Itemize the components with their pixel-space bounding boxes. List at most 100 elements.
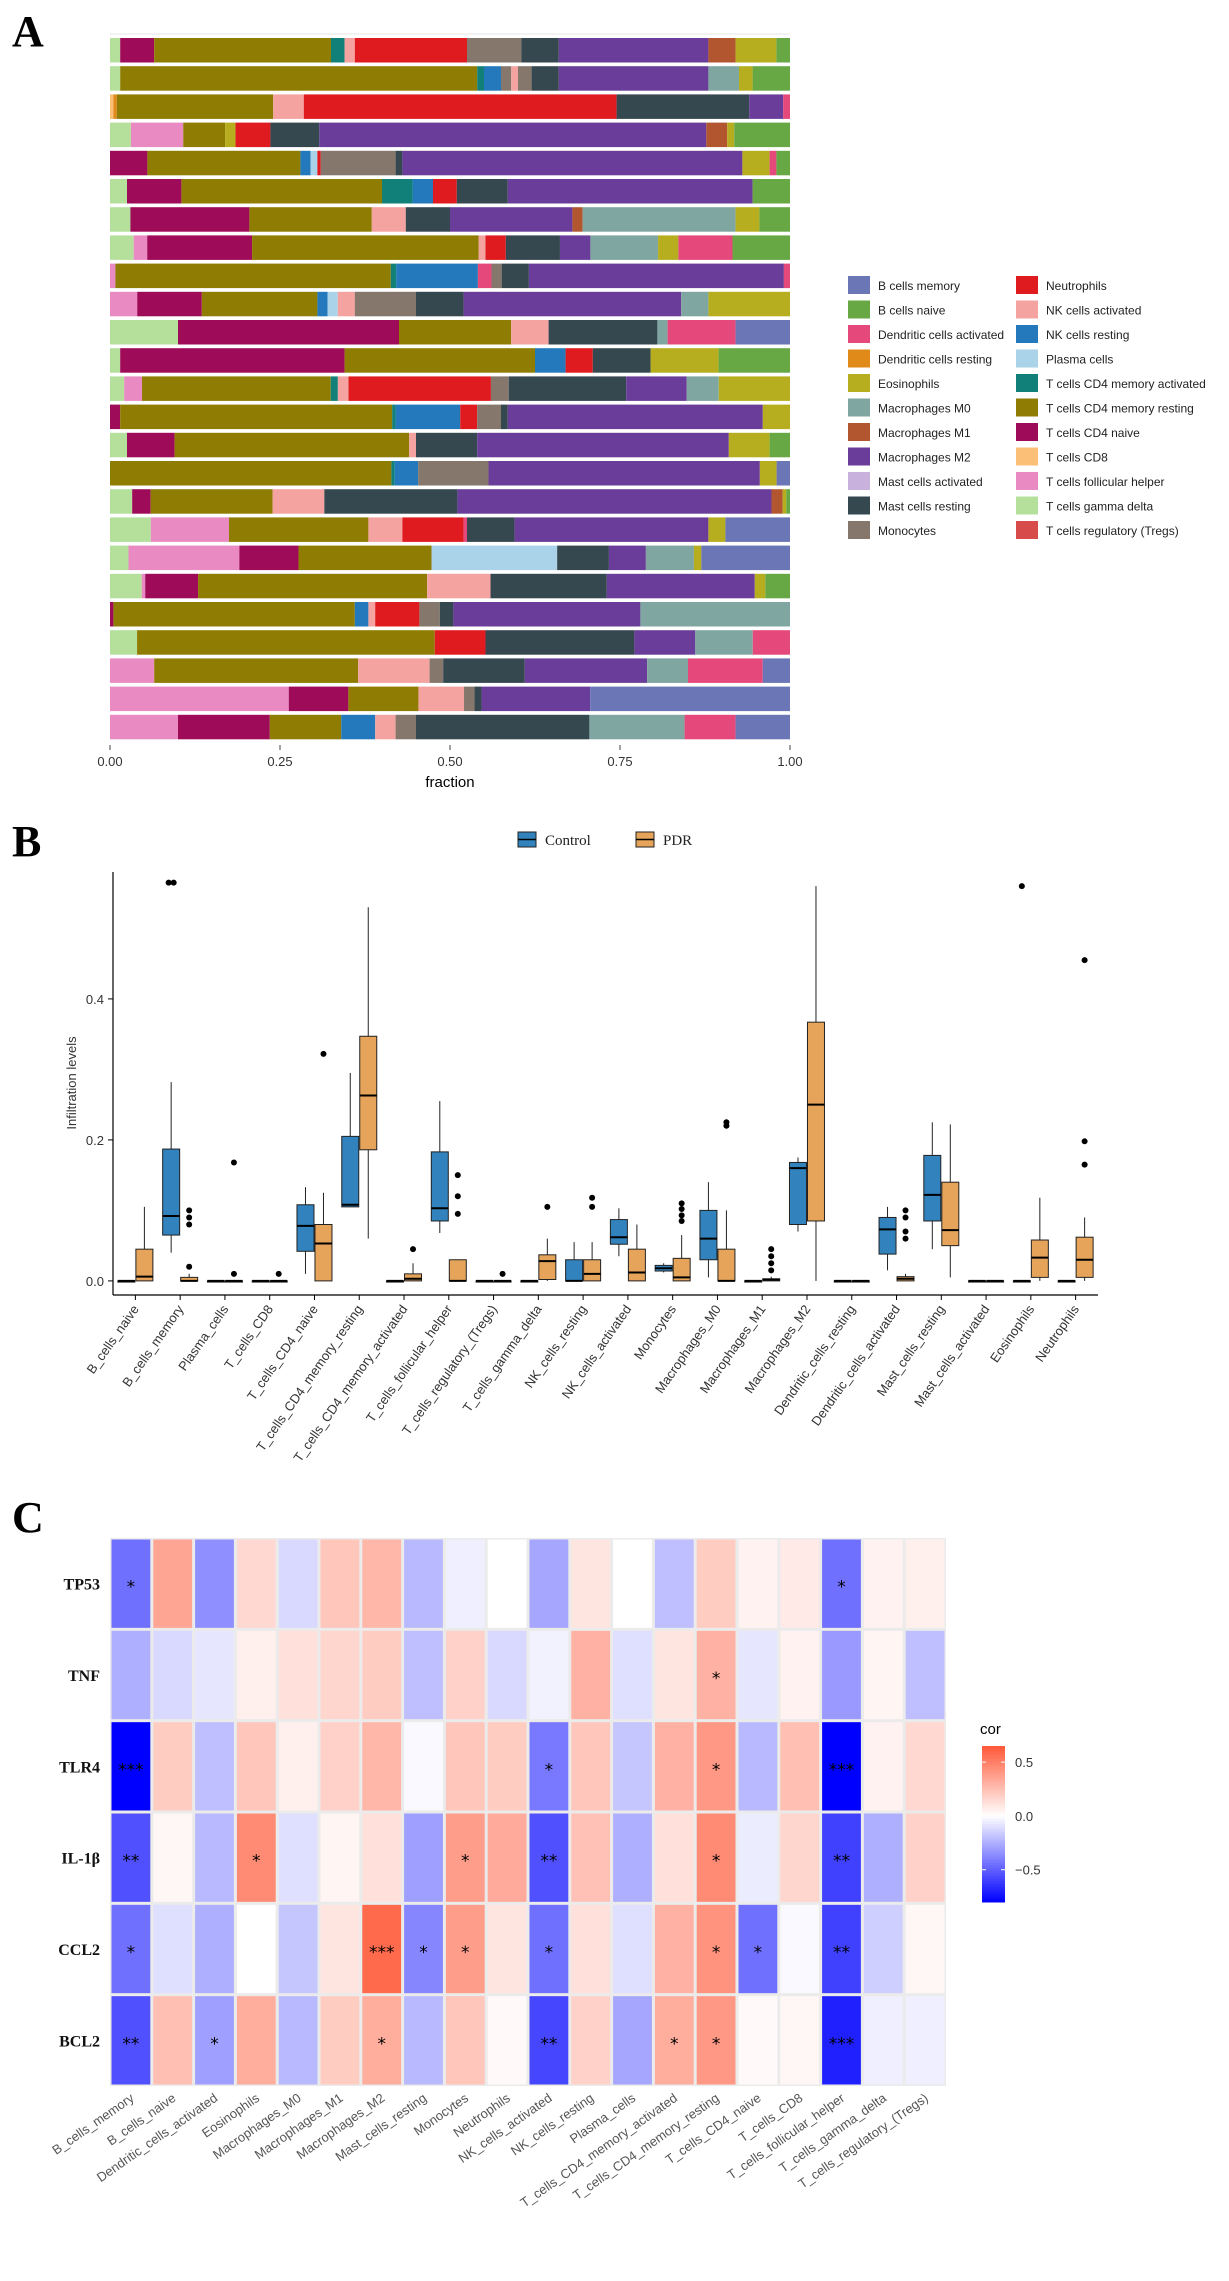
bar-segment <box>154 38 331 63</box>
box-pdr <box>1030 1197 1049 1281</box>
legend-label: Monocytes <box>878 524 936 538</box>
heatmap-cell <box>195 1904 234 1994</box>
bar-segment <box>776 461 790 486</box>
heatmap-cell <box>445 1722 485 1811</box>
bar-segment <box>110 150 148 176</box>
box-control <box>162 879 181 1253</box>
outlier-point <box>768 1246 775 1253</box>
bar-segment <box>450 207 573 232</box>
bar-segment <box>368 517 403 542</box>
legend-swatch <box>848 276 870 294</box>
bar-segment <box>688 658 763 683</box>
bar-segment <box>337 291 355 317</box>
bar-segment <box>110 179 127 204</box>
bar-segment <box>348 686 419 712</box>
heatmap-cell <box>863 1813 903 1902</box>
bar-segment <box>113 602 355 627</box>
outlier-point <box>230 1270 237 1277</box>
colorbar-step <box>982 1883 1005 1887</box>
box-body <box>1075 1236 1094 1278</box>
legend-label: Dendritic cells resting <box>878 353 992 367</box>
bar-segment <box>508 376 627 401</box>
bar-segment <box>464 686 475 712</box>
bar-segment <box>456 179 508 204</box>
heatmap-cell <box>278 1722 318 1811</box>
colorbar-step <box>982 1824 1005 1828</box>
bar-segment <box>399 320 512 345</box>
bar-segment <box>110 714 178 740</box>
colorbar-step <box>982 1787 1005 1791</box>
legend-label: T cells CD4 memory resting <box>1046 402 1194 416</box>
colorbar-step <box>982 1803 1005 1807</box>
box-body <box>609 1219 628 1245</box>
significance-marker: ** <box>540 2034 557 2054</box>
heatmap-cell <box>905 1904 945 1994</box>
heatmap-cell <box>613 1996 652 2085</box>
bar-segment <box>120 38 155 63</box>
bar-segment <box>150 517 229 542</box>
heatmap-cell <box>529 1722 569 1811</box>
box-body <box>314 1224 333 1282</box>
bar-segment <box>270 122 320 148</box>
heatmap-cell <box>738 1813 778 1902</box>
heatmap-cell <box>738 1996 778 2085</box>
legend-label: Mast cells activated <box>878 475 983 489</box>
x-tick-label: 0.50 <box>437 754 462 769</box>
colorbar-step <box>982 1860 1005 1864</box>
box-pdr <box>359 907 378 1239</box>
box-body <box>717 1248 736 1282</box>
bar-segment <box>490 573 607 599</box>
group-legend: Control PDR <box>517 831 692 849</box>
box-control <box>475 1279 494 1283</box>
bar-segment <box>110 66 121 91</box>
bar-segment <box>434 630 486 655</box>
heatmap-cell <box>822 1630 861 1720</box>
legend-label: Mast cells resting <box>878 500 971 514</box>
heatmap-cell <box>613 1539 652 1628</box>
y-tick-label: 0.2 <box>86 1133 104 1148</box>
box-body <box>538 1254 557 1280</box>
colorbar-tick-label: 0.5 <box>1015 1755 1033 1770</box>
heatmap-cell <box>780 1722 820 1811</box>
heatmap-cell <box>613 1722 652 1811</box>
x-tick-label: Neutrophils <box>1032 1302 1082 1365</box>
heatmap-cell <box>111 1630 151 1720</box>
bar-segment <box>439 602 454 627</box>
bar-segment <box>735 714 790 740</box>
x-tick-label: Monocytes <box>631 1302 680 1363</box>
box-control <box>1012 883 1031 1283</box>
bar-segment <box>645 545 694 571</box>
bar-segment <box>132 489 151 514</box>
bar-segment <box>634 630 696 655</box>
box-control <box>296 1187 315 1274</box>
box-body <box>448 1259 467 1282</box>
significance-marker: * <box>377 2034 386 2054</box>
box-control <box>833 1279 852 1283</box>
bar-segment <box>701 545 790 571</box>
colorbar-step <box>982 1881 1005 1885</box>
outlier-point <box>768 1267 775 1274</box>
bar-segment <box>640 602 790 627</box>
box-pdr <box>538 1203 557 1281</box>
outlier-point <box>410 1246 417 1253</box>
heatmap-cell <box>571 1904 611 1994</box>
bar-segment <box>239 545 299 571</box>
bar-segment <box>154 658 359 683</box>
box-pdr <box>762 1246 781 1282</box>
colorbar-step <box>982 1850 1005 1854</box>
bar-segment <box>453 602 641 627</box>
x-tick-label: Dendritic_cells_activated <box>808 1302 903 1428</box>
outlier-point <box>678 1217 685 1224</box>
bar-segment <box>511 66 518 91</box>
bar-segment <box>110 122 131 148</box>
x-tick-label: T_cells_follicular_helper <box>363 1302 456 1425</box>
significance-marker: * <box>127 1578 136 1598</box>
significance-marker: * <box>837 1578 846 1598</box>
outlier-point <box>186 1221 193 1228</box>
heatmap-cell <box>780 1539 820 1628</box>
bar-segment <box>375 714 396 740</box>
colorbar-step <box>982 1899 1005 1903</box>
bar-segment <box>765 573 790 599</box>
heatmap-cell <box>654 1539 694 1628</box>
